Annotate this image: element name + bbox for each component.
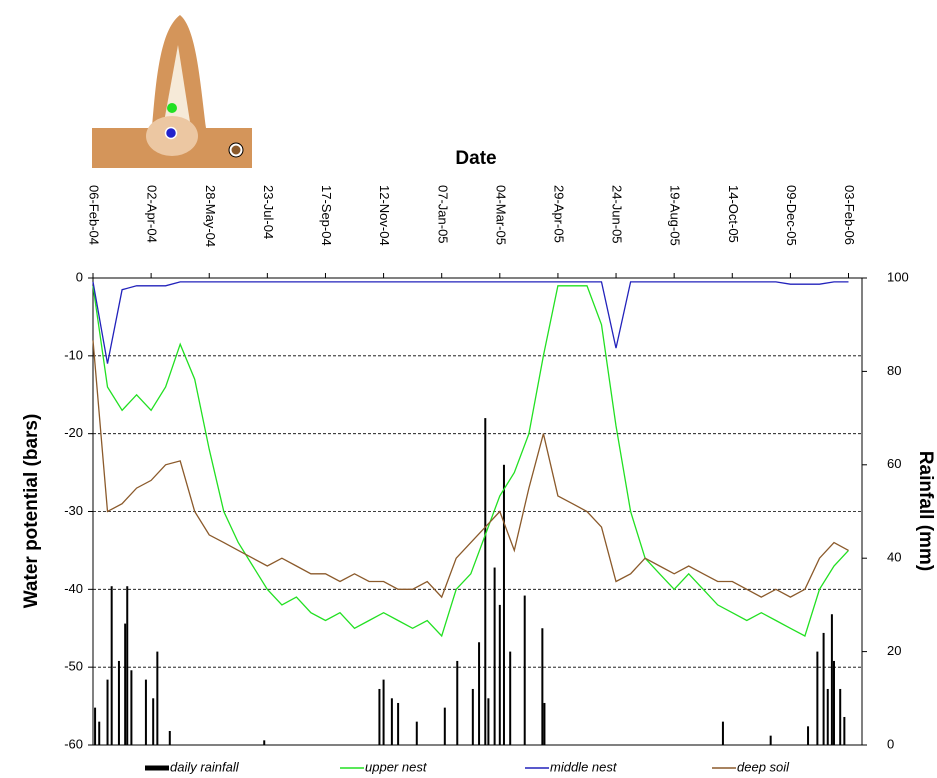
rain-bar bbox=[443, 707, 446, 745]
rain-bar bbox=[94, 707, 97, 745]
y-tick-label: -50 bbox=[64, 659, 83, 674]
rain-bar bbox=[144, 679, 147, 745]
y-tick-label: -20 bbox=[64, 425, 83, 440]
rain-bar bbox=[843, 716, 846, 745]
y2-tick-label: 40 bbox=[887, 550, 901, 565]
series-line bbox=[92, 281, 849, 364]
inset-diagram bbox=[92, 15, 252, 168]
x-tick-label: 03-Feb-06 bbox=[842, 185, 857, 245]
x-axis-title: Date bbox=[455, 148, 496, 169]
x-tick-label: 07-Jan-05 bbox=[435, 185, 450, 244]
y-tick-label: 0 bbox=[76, 269, 83, 284]
rain-bar bbox=[839, 688, 842, 745]
x-tick-label: 14-Oct-05 bbox=[726, 185, 741, 243]
rain-bar bbox=[456, 660, 459, 745]
rain-bar bbox=[509, 651, 512, 745]
series-line bbox=[92, 340, 849, 599]
rain-bar bbox=[502, 464, 505, 745]
rain-bar bbox=[126, 586, 129, 745]
rain-bar bbox=[769, 735, 772, 745]
rain-bar bbox=[822, 632, 825, 745]
x-tick-label: 06-Feb-04 bbox=[87, 185, 102, 245]
x-tick-label: 19-Aug-05 bbox=[668, 185, 683, 246]
x-tick-label: 24-Jun-05 bbox=[610, 185, 625, 244]
y2-axis-title: Rainfall (mm) bbox=[915, 451, 936, 571]
x-tick-label: 12-Nov-04 bbox=[377, 185, 392, 246]
rain-bar bbox=[478, 642, 481, 745]
x-tick-label: 28-May-04 bbox=[203, 185, 218, 247]
rain-bar bbox=[493, 567, 496, 745]
rain-bar bbox=[98, 721, 101, 745]
rain-bar bbox=[168, 730, 171, 745]
rain-bar bbox=[543, 702, 546, 745]
x-tick-label: 02-Apr-04 bbox=[145, 185, 160, 243]
rain-bar bbox=[415, 721, 418, 745]
y-tick-label: -10 bbox=[64, 347, 83, 362]
rain-bar bbox=[397, 702, 400, 745]
y2-tick-label: 100 bbox=[887, 269, 909, 284]
rain-bar bbox=[124, 623, 127, 745]
rain-bar bbox=[498, 604, 501, 745]
rain-bar bbox=[130, 670, 133, 745]
y-tick-label: -60 bbox=[64, 736, 83, 751]
rain-bar bbox=[541, 628, 544, 745]
rain-bar bbox=[263, 740, 266, 745]
x-tick-label: 09-Dec-05 bbox=[784, 185, 799, 246]
x-tick-label: 23-Jul-04 bbox=[261, 185, 276, 239]
legend-label: upper nest bbox=[365, 759, 428, 774]
rain-bar bbox=[378, 688, 381, 745]
rain-bar bbox=[390, 698, 393, 745]
rain-bar bbox=[816, 651, 819, 745]
rain-bar bbox=[832, 660, 835, 745]
series-line bbox=[92, 285, 849, 638]
rain-bar bbox=[382, 679, 385, 745]
rain-bar bbox=[826, 688, 829, 745]
rain-bar bbox=[484, 418, 487, 745]
legend-label: middle nest bbox=[550, 759, 618, 774]
rain-bar bbox=[721, 721, 724, 745]
legend-label: deep soil bbox=[737, 759, 790, 774]
y-axis-title: Water potential (bars) bbox=[21, 414, 42, 609]
x-tick-label: 04-Mar-05 bbox=[493, 185, 508, 245]
y-tick-label: -40 bbox=[64, 581, 83, 596]
rain-bar bbox=[156, 651, 159, 745]
rain-bar bbox=[523, 595, 526, 745]
rain-bar bbox=[110, 586, 113, 745]
rain-bar bbox=[830, 614, 833, 745]
y2-tick-label: 20 bbox=[887, 643, 901, 658]
x-tick-label: 29-Apr-05 bbox=[551, 185, 566, 243]
y2-tick-label: 0 bbox=[887, 736, 894, 751]
rain-bar bbox=[152, 698, 155, 745]
rain-bar bbox=[106, 679, 109, 745]
rain-bar bbox=[117, 660, 120, 745]
y-tick-label: -30 bbox=[64, 503, 83, 518]
rain-bar bbox=[807, 726, 810, 745]
legend-label: daily rainfall bbox=[170, 759, 240, 774]
y2-tick-label: 60 bbox=[887, 456, 901, 471]
y2-tick-label: 80 bbox=[887, 363, 901, 378]
rain-bar bbox=[487, 698, 490, 745]
rain-bar bbox=[471, 688, 474, 745]
x-tick-label: 17-Sep-04 bbox=[319, 185, 334, 246]
